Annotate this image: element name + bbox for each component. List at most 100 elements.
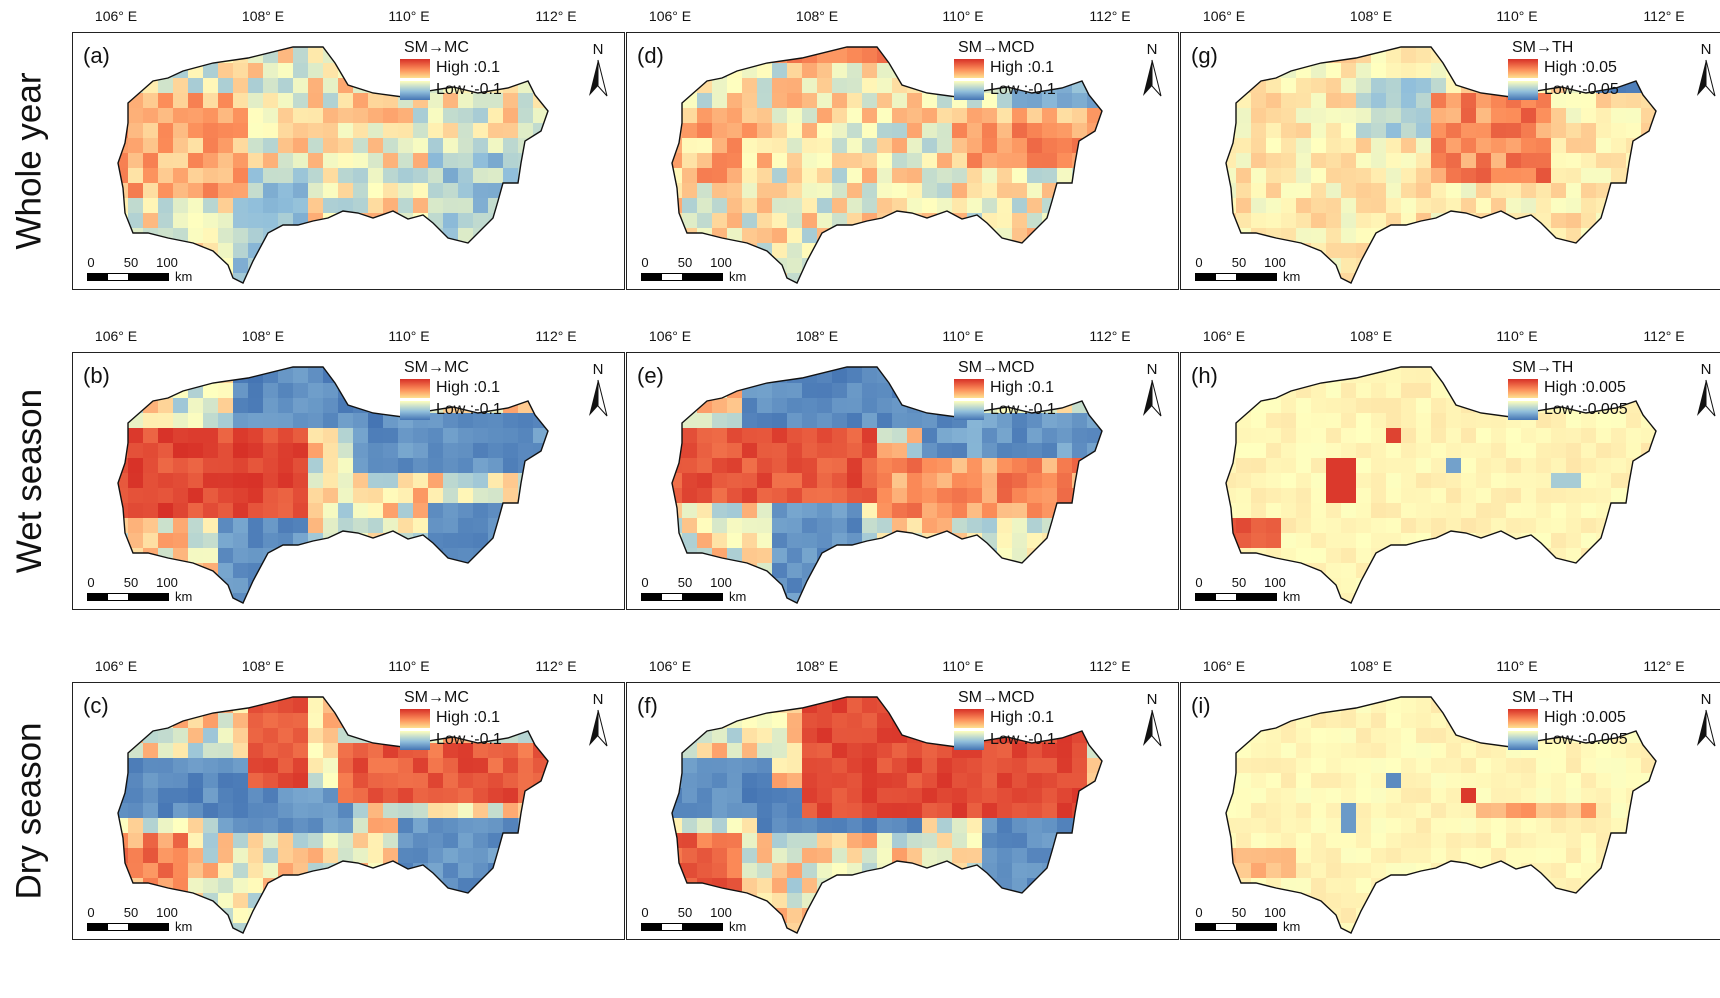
- grid-cell: [338, 473, 354, 489]
- grid-cell: [278, 878, 294, 894]
- grid-cell: [802, 383, 818, 399]
- grid-cell: [817, 758, 833, 774]
- grid-cell: [1311, 698, 1327, 714]
- grid-cell: [862, 383, 878, 399]
- grid-cell: [1341, 47, 1357, 49]
- grid-cell: [1102, 818, 1118, 834]
- grid-cell: [1596, 578, 1612, 594]
- grid-cell: [907, 93, 923, 109]
- grid-cell: [1281, 183, 1297, 199]
- grid-cell: [1446, 533, 1462, 549]
- grid-cell: [263, 518, 279, 534]
- grid-cell: [1296, 548, 1312, 564]
- grid-cell: [1102, 833, 1118, 849]
- grid-cell: [787, 803, 803, 819]
- grid-cell: [982, 503, 998, 519]
- grid-cell: [1356, 533, 1372, 549]
- grid-cell: [1581, 518, 1597, 534]
- grid-cell: [712, 788, 728, 804]
- grid-cell: [1401, 47, 1417, 49]
- grid-cell: [1281, 368, 1297, 384]
- grid-cell: [1356, 773, 1372, 789]
- grid-cell: [353, 258, 369, 274]
- grid-cell: [1012, 168, 1028, 184]
- legend-high-row: High :0.1: [400, 57, 560, 79]
- grid-cell: [1461, 228, 1477, 244]
- grid-cell: [1341, 548, 1357, 564]
- grid-cell: [1102, 608, 1118, 609]
- grid-cell: [1281, 367, 1297, 369]
- grid-cell: [503, 593, 519, 603]
- grid-cell: [742, 533, 758, 549]
- grid-cell: [158, 78, 174, 94]
- grid-cell: [1072, 938, 1088, 939]
- grid-cell: [922, 923, 938, 933]
- grid-cell: [682, 458, 698, 474]
- grid-cell: [1057, 938, 1073, 939]
- grid-cell: [1236, 213, 1252, 229]
- grid-cell: [188, 758, 204, 774]
- grid-cell: [398, 593, 414, 603]
- grid-cell: [892, 273, 908, 283]
- grid-cell: [503, 893, 519, 909]
- grid-cell: [143, 743, 159, 759]
- grid-cell: [1551, 93, 1567, 109]
- grid-cell: [1251, 428, 1267, 444]
- grid-cell: [967, 938, 983, 939]
- grid-cell: [203, 713, 219, 729]
- grid-cell: [1371, 383, 1387, 399]
- grid-cell: [967, 908, 983, 924]
- grid-cell: [817, 367, 833, 369]
- north-arrow-icon: [1143, 709, 1162, 747]
- grid-cell: [817, 243, 833, 259]
- grid-cell: [413, 228, 429, 244]
- grid-cell: [1281, 428, 1297, 444]
- grid-cell: [1611, 198, 1627, 214]
- grid-cell: [308, 713, 324, 729]
- grid-cell: [877, 168, 893, 184]
- grid-cell: [548, 258, 564, 274]
- grid-cell: [128, 488, 144, 504]
- grid-cell: [323, 908, 339, 924]
- grid-cell: [832, 48, 848, 64]
- grid-cell: [952, 608, 968, 609]
- grid-cell: [742, 63, 758, 79]
- longitude-tick-label: 112° E: [535, 658, 577, 674]
- grid-cell: [233, 473, 249, 489]
- grid-cell: [368, 398, 384, 414]
- grid-cell: [672, 488, 683, 504]
- grid-cell: [1371, 863, 1387, 879]
- grid-cell: [503, 138, 519, 154]
- grid-cell: [1236, 533, 1252, 549]
- grid-cell: [982, 938, 998, 939]
- grid-cell: [1521, 138, 1537, 154]
- grid-cell: [278, 273, 294, 283]
- grid-cell: [143, 383, 159, 399]
- grid-cell: [952, 428, 968, 444]
- grid-cell: [1341, 818, 1357, 834]
- grid-cell: [1386, 713, 1402, 729]
- grid-cell: [413, 443, 429, 459]
- grid-cell: [832, 788, 848, 804]
- grid-cell: [727, 698, 743, 714]
- legend-title: SM→MC: [404, 689, 469, 706]
- grid-cell: [1326, 398, 1342, 414]
- grid-cell: [1102, 578, 1118, 594]
- grid-cell: [293, 398, 309, 414]
- grid-cell: [1416, 473, 1432, 489]
- grid-cell: [1416, 368, 1432, 384]
- grid-cell: [518, 833, 534, 849]
- grid-cell: [1296, 443, 1312, 459]
- grid-cell: [1521, 773, 1537, 789]
- grid-cell: [1476, 443, 1492, 459]
- grid-cell: [1226, 153, 1237, 169]
- grid-cell: [1012, 908, 1028, 924]
- grid-cell: [413, 458, 429, 474]
- grid-cell: [1251, 833, 1267, 849]
- grid-cell: [982, 608, 998, 609]
- grid-cell: [1296, 183, 1312, 199]
- grid-cell: [997, 458, 1013, 474]
- grid-cell: [892, 168, 908, 184]
- grid-cell: [218, 728, 234, 744]
- grid-cell: [1236, 168, 1252, 184]
